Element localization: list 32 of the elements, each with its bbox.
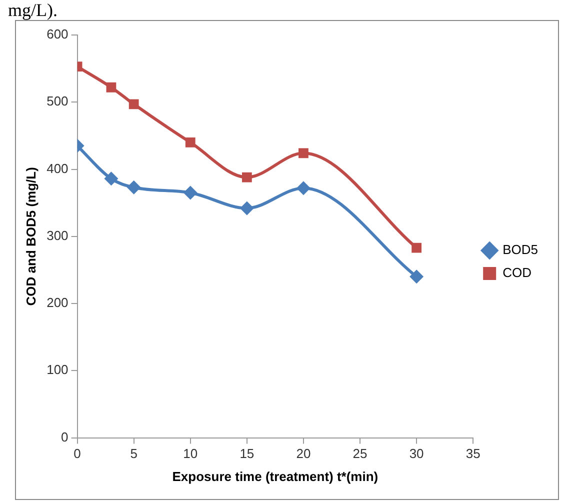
point xyxy=(126,180,141,194)
y-tick-label: 0 xyxy=(61,429,68,444)
y-tick-label: 200 xyxy=(46,295,68,310)
point xyxy=(298,148,308,158)
y-tick-label: 300 xyxy=(46,228,68,243)
point xyxy=(240,201,254,216)
text: mg/L). xyxy=(8,0,58,20)
x-tick-label: 30 xyxy=(409,446,424,462)
point xyxy=(242,172,252,182)
y-tick-label: 100 xyxy=(46,362,68,378)
legend-label: COD xyxy=(502,265,532,280)
point xyxy=(410,270,424,284)
point xyxy=(296,181,310,196)
point xyxy=(104,172,118,186)
x-tick-label: 35 xyxy=(466,446,480,462)
x-tick-label: 10 xyxy=(183,446,198,462)
y-axis-title: COD and BOD5 (mg/L) xyxy=(23,167,38,306)
legend-label: BOD5 xyxy=(502,242,538,258)
y-tick-label: 500 xyxy=(46,94,68,109)
point xyxy=(128,99,139,110)
point xyxy=(412,242,422,253)
x-tick-label: 5 xyxy=(130,446,138,462)
point xyxy=(185,137,196,148)
point xyxy=(106,82,116,92)
x-tick-label: 0 xyxy=(74,446,81,462)
y-tick-label: 600 xyxy=(46,26,68,42)
x-tick-label: 25 xyxy=(352,446,368,462)
point xyxy=(183,186,198,200)
y-tick-label: 400 xyxy=(46,160,68,176)
x-tick-label: 15 xyxy=(240,446,254,462)
x-axis-title: Exposure time (treatment) t*(min) xyxy=(172,468,378,484)
x-tick-label: 20 xyxy=(296,446,311,462)
